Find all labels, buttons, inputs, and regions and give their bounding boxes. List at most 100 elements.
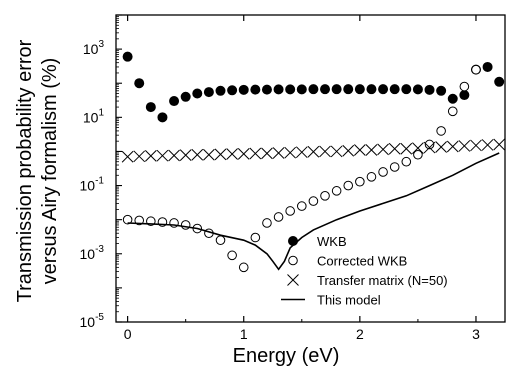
- series-layer: [121, 51, 505, 273]
- x-marker-stroke: [481, 139, 494, 151]
- point-transfer-matrix-n-50: [423, 141, 436, 154]
- x-axis-label: Energy (eV): [233, 345, 340, 367]
- x-tick-label: 2: [356, 326, 364, 342]
- point-corrected-wkb: [273, 212, 284, 222]
- point-transfer-matrix-n-50: [342, 144, 355, 157]
- x-marker-stroke: [307, 145, 320, 158]
- x-marker-stroke: [493, 138, 505, 151]
- point-transfer-matrix-n-50: [412, 142, 424, 154]
- x-marker-stroke: [237, 147, 250, 160]
- point-wkb: [203, 87, 214, 98]
- point-wkb: [134, 78, 145, 89]
- point-transfer-matrix-n-50: [203, 148, 215, 161]
- x-marker-stroke: [435, 141, 447, 153]
- point-transfer-matrix-n-50: [272, 147, 285, 159]
- point-wkb: [192, 88, 203, 99]
- x-marker-stroke: [272, 147, 285, 159]
- plot-border: [115, 14, 506, 323]
- x-marker-stroke: [249, 147, 262, 160]
- legend-label-wkb: WKB: [317, 234, 347, 249]
- point-transfer-matrix-n-50: [470, 139, 482, 152]
- point-transfer-matrix-n-50: [214, 148, 227, 161]
- point-wkb: [401, 84, 412, 95]
- x-marker-stroke: [353, 144, 366, 156]
- x-marker-stroke: [295, 146, 308, 159]
- x-marker-stroke: [144, 150, 157, 162]
- point-transfer-matrix-n-50: [377, 143, 389, 156]
- x-tick-label: 1: [240, 326, 248, 342]
- x-marker-stroke: [168, 149, 180, 162]
- point-wkb: [320, 84, 331, 95]
- point-transfer-matrix-n-50: [295, 146, 308, 159]
- x-marker-stroke: [287, 274, 299, 286]
- point-transfer-matrix-n-50: [307, 145, 320, 158]
- x-marker-stroke: [214, 148, 227, 161]
- point-corrected-wkb: [343, 180, 354, 191]
- x-marker-stroke: [330, 145, 343, 158]
- x-marker-stroke: [400, 142, 413, 155]
- x-marker-stroke: [446, 140, 459, 153]
- point-corrected-wkb: [447, 106, 458, 117]
- point-corrected-wkb: [401, 156, 412, 167]
- x-marker-stroke: [365, 144, 378, 156]
- y-axis-label-line-1: Transmission probability error: [14, 39, 36, 302]
- point-wkb: [238, 84, 249, 95]
- x-marker-stroke: [284, 146, 297, 159]
- point-transfer-matrix-n-50: [261, 147, 273, 160]
- point-transfer-matrix-n-50: [400, 142, 413, 155]
- point-transfer-matrix-n-50: [284, 146, 297, 159]
- x-marker-stroke: [191, 148, 204, 161]
- point-transfer-matrix-n-50: [249, 147, 262, 160]
- x-marker-stroke: [377, 143, 389, 156]
- legend-symbol-corrected-wkb: [288, 255, 298, 266]
- point-transfer-matrix-n-50: [435, 141, 447, 153]
- point-transfer-matrix-n-50: [365, 144, 378, 156]
- point-transfer-matrix-n-50: [319, 145, 331, 158]
- point-transfer-matrix-n-50: [179, 149, 192, 161]
- point-corrected-wkb: [366, 172, 377, 182]
- point-wkb: [389, 84, 400, 95]
- point-corrected-wkb: [424, 139, 435, 150]
- point-corrected-wkb: [413, 149, 423, 160]
- point-corrected-wkb: [320, 191, 330, 201]
- point-corrected-wkb: [122, 214, 133, 225]
- point-wkb: [285, 84, 296, 95]
- point-wkb: [122, 51, 133, 62]
- point-corrected-wkb: [227, 250, 237, 261]
- point-wkb: [296, 84, 307, 95]
- point-corrected-wkb: [436, 126, 446, 136]
- point-corrected-wkb: [215, 235, 226, 246]
- x-marker-stroke: [423, 141, 436, 154]
- point-wkb: [494, 76, 505, 87]
- point-wkb: [227, 85, 238, 96]
- point-transfer-matrix-n-50: [133, 150, 146, 163]
- x-marker-stroke: [319, 145, 331, 158]
- point-transfer-matrix-n-50: [388, 142, 401, 155]
- point-wkb: [412, 84, 423, 95]
- point-wkb: [424, 84, 435, 95]
- point-corrected-wkb: [389, 162, 400, 172]
- legend-label-corrected-wkb: Corrected WKB: [317, 254, 407, 269]
- y-tick-label: 101: [83, 107, 105, 125]
- x-marker-stroke: [121, 150, 134, 163]
- point-wkb: [343, 84, 354, 95]
- point-transfer-matrix-n-50: [191, 148, 204, 161]
- point-wkb: [215, 85, 226, 96]
- point-wkb: [459, 90, 470, 101]
- point-transfer-matrix-n-50: [458, 140, 471, 152]
- legend-label-this-model: This model: [317, 293, 381, 308]
- point-wkb: [180, 91, 191, 102]
- x-marker-stroke: [261, 147, 273, 160]
- point-transfer-matrix-n-50: [237, 147, 250, 160]
- point-wkb: [169, 96, 180, 107]
- series-clip-group: [121, 51, 505, 273]
- legend: WKB Corrected WKB Transfer matrix (N=50) Th…: [281, 234, 448, 308]
- point-transfer-matrix-n-50: [481, 139, 494, 151]
- x-marker-stroke: [388, 142, 401, 155]
- x-marker-stroke: [458, 140, 471, 152]
- x-marker-stroke: [156, 149, 169, 162]
- point-corrected-wkb: [378, 167, 388, 177]
- point-transfer-matrix-n-50: [353, 144, 366, 156]
- legend-label-transfer-matrix-n-50: Transfer matrix (N=50): [317, 273, 448, 288]
